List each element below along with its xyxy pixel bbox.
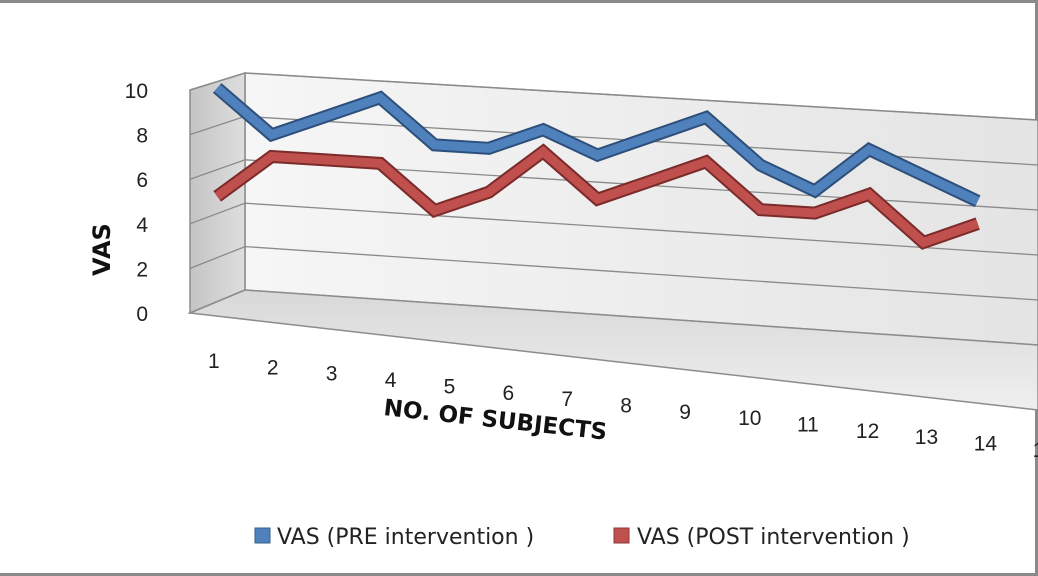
x-tick-label: 7 — [561, 388, 573, 411]
y-tick-label: 0 — [136, 303, 148, 326]
floor — [187, 289, 1038, 411]
data-point — [597, 154, 599, 156]
series-ribbon-pre — [214, 84, 980, 206]
legend-swatch-pre — [254, 527, 271, 544]
y-tick-label: 6 — [136, 169, 148, 192]
data-point — [597, 198, 599, 200]
data-point — [216, 195, 218, 197]
legend-label-post: VAS (POST intervention ) — [637, 525, 910, 550]
data-point — [760, 209, 762, 211]
data-point — [814, 190, 816, 192]
gridline-2 — [189, 245, 1038, 301]
y-tick-label: 10 — [125, 80, 148, 103]
gridline-10 — [189, 72, 1038, 121]
legend: VAS (PRE intervention ) VAS (POST interv… — [254, 525, 910, 550]
x-tick-label: 11 — [797, 414, 819, 437]
x-tick-label: 13 — [915, 426, 938, 449]
legend-swatch-post — [613, 527, 630, 544]
y-tick-label: 2 — [136, 258, 148, 281]
data-point — [379, 162, 381, 164]
data-point — [488, 147, 490, 149]
data-point — [542, 129, 544, 131]
data-point — [705, 117, 707, 119]
legend-label-pre: VAS (PRE intervention ) — [277, 525, 534, 550]
frame-bottom-border — [0, 573, 1038, 576]
data-point — [271, 134, 273, 136]
frame-top-border — [0, 0, 1038, 3]
x-tick-label: 15 — [1033, 439, 1038, 462]
data-point — [325, 115, 327, 117]
data-point — [488, 191, 490, 193]
x-axis-title: NO. OF SUBJECTS — [382, 395, 608, 445]
data-point — [379, 97, 381, 99]
data-point — [760, 164, 762, 166]
data-point — [434, 144, 436, 146]
y-tick-label: 4 — [136, 214, 148, 237]
data-point — [922, 174, 924, 176]
x-tick-label: 8 — [620, 394, 632, 417]
x-tick-label: 9 — [679, 401, 691, 424]
data-point — [977, 200, 979, 202]
x-tick-label: 12 — [856, 420, 879, 443]
data-point — [651, 135, 653, 137]
data-point — [814, 212, 816, 214]
x-tick-label: 4 — [385, 369, 397, 392]
data-point — [216, 87, 218, 89]
gridline-4 — [189, 202, 1038, 256]
x-tick-label: 5 — [444, 375, 456, 398]
data-point — [922, 242, 924, 244]
y-axis-title: VAS — [88, 223, 116, 276]
x-tick-label: 3 — [326, 363, 338, 386]
x-tick-label: 10 — [738, 407, 761, 430]
data-point — [705, 161, 707, 163]
data-point — [325, 159, 327, 161]
y-tick-label: 8 — [136, 125, 148, 148]
x-tick-label: 14 — [974, 433, 998, 456]
data-point — [977, 223, 979, 225]
x-tick-label: 6 — [503, 382, 515, 405]
data-point — [542, 151, 544, 153]
series-ribbon-post — [214, 145, 980, 248]
x-tick-label: 2 — [267, 356, 279, 379]
data-point — [868, 149, 870, 151]
data-point — [434, 210, 436, 212]
data-point — [651, 180, 653, 182]
data-point — [271, 156, 273, 158]
gridline-6 — [189, 159, 1038, 211]
x-tick-label: 1 — [208, 350, 220, 373]
data-point — [868, 193, 870, 195]
